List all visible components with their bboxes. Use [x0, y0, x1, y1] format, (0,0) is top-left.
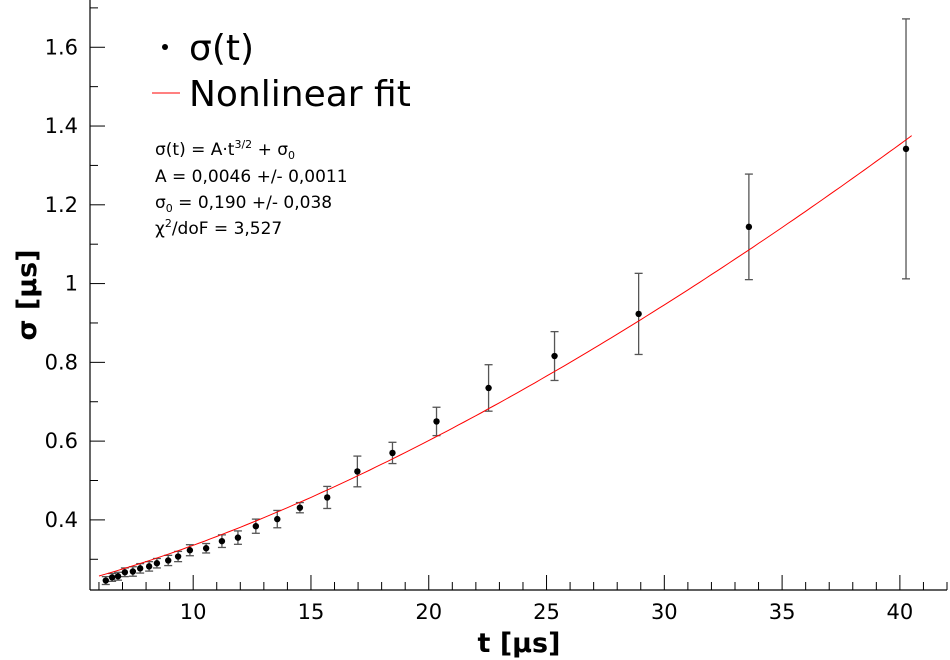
data-point [433, 418, 440, 425]
y-tick-label: 1.4 [45, 114, 78, 138]
y-tick-label: 0.8 [45, 350, 78, 374]
data-point [202, 545, 210, 552]
data-point [174, 553, 182, 560]
x-tick-label: 10 [180, 600, 207, 624]
data-point [218, 537, 226, 545]
data-point [186, 547, 194, 554]
legend-label-points: σ(t) [189, 28, 254, 69]
data-point [153, 560, 161, 567]
y-tick-label: 0.4 [45, 508, 78, 532]
fit-annotation: σ(t) = A·t3/2 + σ0 A = 0,0046 +/- 0,0011… [155, 138, 348, 239]
annotation-formula: σ(t) = A·t3/2 + σ0 [155, 138, 295, 162]
legend-label-fit: Nonlinear fit [189, 74, 411, 115]
y-tick-label: 1.6 [45, 35, 78, 59]
fit-line [98, 135, 912, 577]
data-point [354, 468, 361, 475]
annotation-chi2: χ2/doF = 3,527 [155, 217, 282, 239]
data-point [234, 534, 242, 541]
data-points [102, 145, 910, 584]
data-point [551, 352, 558, 360]
x-axis-label: t [μs] [478, 628, 561, 659]
data-point [902, 145, 910, 153]
data-point [485, 384, 492, 392]
x-tick-label: 30 [651, 600, 678, 624]
ticks: 10 15 20 25 30 35 40 0.4 0.6 0.8 1 1.2 1.4 1.6 [45, 7, 948, 624]
data-point [108, 574, 116, 581]
x-tick-label: 40 [887, 600, 914, 624]
data-point [136, 565, 144, 572]
annotation-sigma0: σ0 = 0,190 +/- 0,038 [155, 193, 332, 215]
legend-marker-points [162, 44, 168, 50]
data-point [252, 522, 260, 530]
x-tick-label: 20 [415, 600, 442, 624]
data-point [296, 504, 304, 511]
data-point [389, 449, 396, 457]
y-axis-label: σ [μs] [12, 249, 43, 340]
annotation-A: A = 0,0046 +/- 0,0011 [155, 167, 348, 187]
legend: σ(t) Nonlinear fit [152, 28, 411, 115]
data-point [121, 569, 129, 576]
x-tick-label: 15 [298, 600, 325, 624]
data-point [102, 577, 109, 584]
y-tick-label: 1.2 [45, 193, 78, 217]
data-point [145, 563, 153, 570]
data-point [129, 568, 137, 575]
y-tick-label: 0.6 [45, 429, 78, 453]
y-tick-label: 1 [65, 272, 78, 296]
data-point [324, 494, 331, 501]
data-point [745, 223, 753, 231]
x-tick-label: 35 [769, 600, 796, 624]
data-point [114, 573, 122, 580]
x-tick-label: 25 [533, 600, 560, 624]
axes [89, 0, 947, 591]
data-point [274, 515, 281, 523]
data-point [635, 310, 642, 318]
data-point [165, 557, 172, 564]
